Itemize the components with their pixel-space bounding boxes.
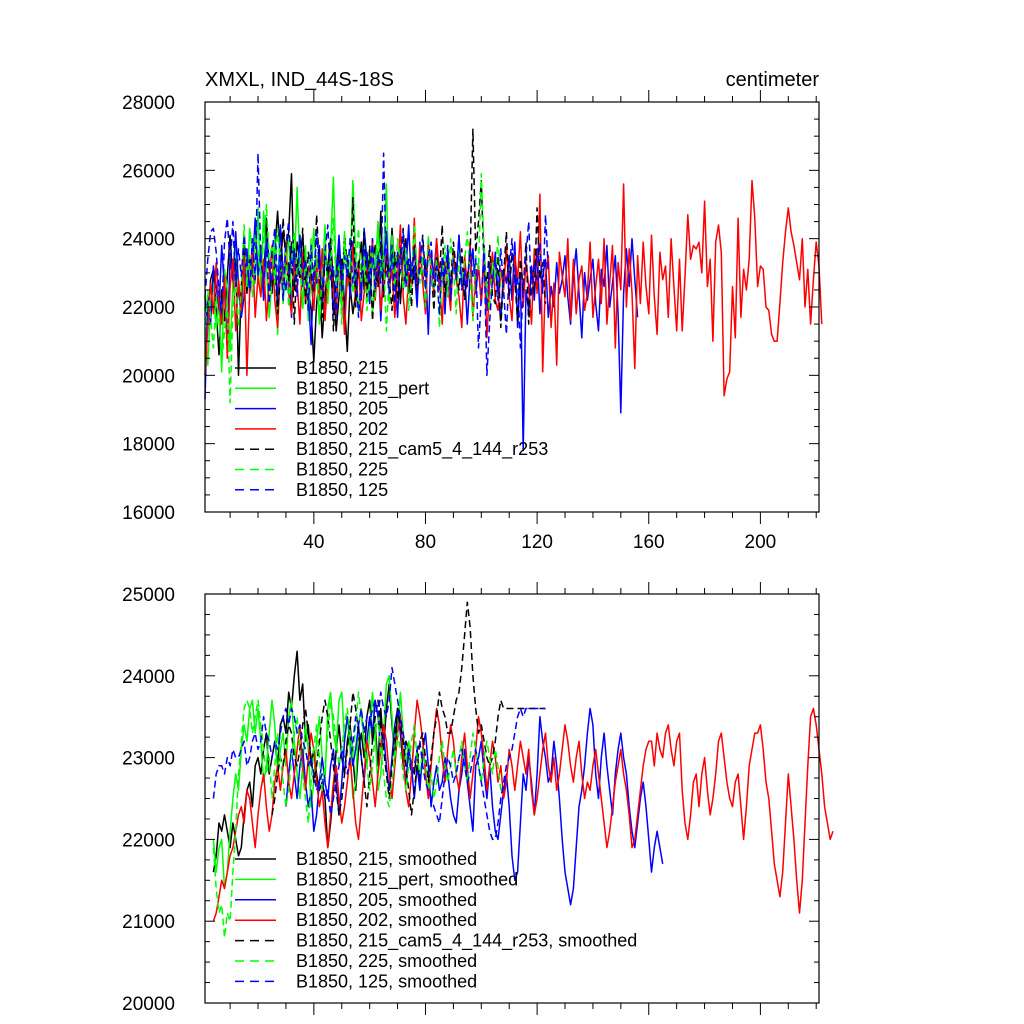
- units-label: centimeter: [726, 69, 820, 91]
- x-tick-label: 40: [303, 532, 324, 553]
- series-line-2-7: [212, 666, 546, 841]
- y-tick-label: 16000: [122, 503, 175, 524]
- legend-label: B1850, 215_cam5_4_144_r253: [296, 439, 548, 460]
- legend-label: B1850, 215, smoothed: [296, 849, 477, 869]
- y-tick-label: 18000: [122, 435, 175, 456]
- legend-label: B1850, 225, smoothed: [296, 951, 477, 971]
- legend-label: B1850, 202, smoothed: [296, 910, 477, 930]
- legend-label: B1850, 215_pert, smoothed: [296, 869, 518, 890]
- y-tick-label: 23000: [122, 749, 175, 770]
- top-panel: 16000 18000 20000 22000 24000 26000 28000 40 80 1…: [122, 90, 823, 553]
- y-tick-label: 20000: [122, 994, 175, 1015]
- x-tick-label: 160: [633, 532, 665, 553]
- legend-label: B1850, 225: [296, 460, 388, 480]
- y-tick-label: 28000: [122, 93, 175, 114]
- y-tick-label: 24000: [122, 230, 175, 251]
- series-line-2-6: [212, 691, 502, 939]
- y-tick-label: 21000: [122, 912, 175, 933]
- y-tick-label: 22000: [122, 298, 175, 319]
- series-line-2-1: [212, 650, 424, 873]
- legend-label: B1850, 205: [296, 399, 388, 419]
- legend-label: B1850, 215_cam5_4_144_r253, smoothed: [296, 931, 637, 952]
- y-tick-label: 20000: [122, 366, 175, 387]
- y-tick-label: 25000: [122, 585, 175, 606]
- legend-label: B1850, 125, smoothed: [296, 971, 477, 991]
- series-line-2-4: [212, 699, 834, 922]
- x-tick-label: 200: [745, 532, 777, 553]
- legend-label: B1850, 205, smoothed: [296, 890, 477, 910]
- series-line-1-7: [204, 152, 550, 377]
- chart-title: XMXL, IND_44S-18S: [205, 69, 394, 91]
- series-line-2-5: [271, 601, 546, 816]
- x-tick-label: 80: [415, 532, 436, 553]
- bottom-panel: 20000 21000 22000 23000 24000 25000 B1850, 215…: [122, 582, 834, 1015]
- series-line-1-6: [204, 173, 502, 404]
- y-tick-label: 22000: [122, 830, 175, 851]
- legend-label: B1850, 202: [296, 419, 388, 439]
- y-tick-label: 26000: [122, 161, 175, 182]
- x-tick-label: 120: [521, 532, 553, 553]
- legend-label: B1850, 125: [296, 480, 388, 500]
- legend-label: B1850, 215: [296, 358, 388, 378]
- legend-label: B1850, 215_pert: [296, 378, 429, 399]
- y-tick-label: 24000: [122, 667, 175, 688]
